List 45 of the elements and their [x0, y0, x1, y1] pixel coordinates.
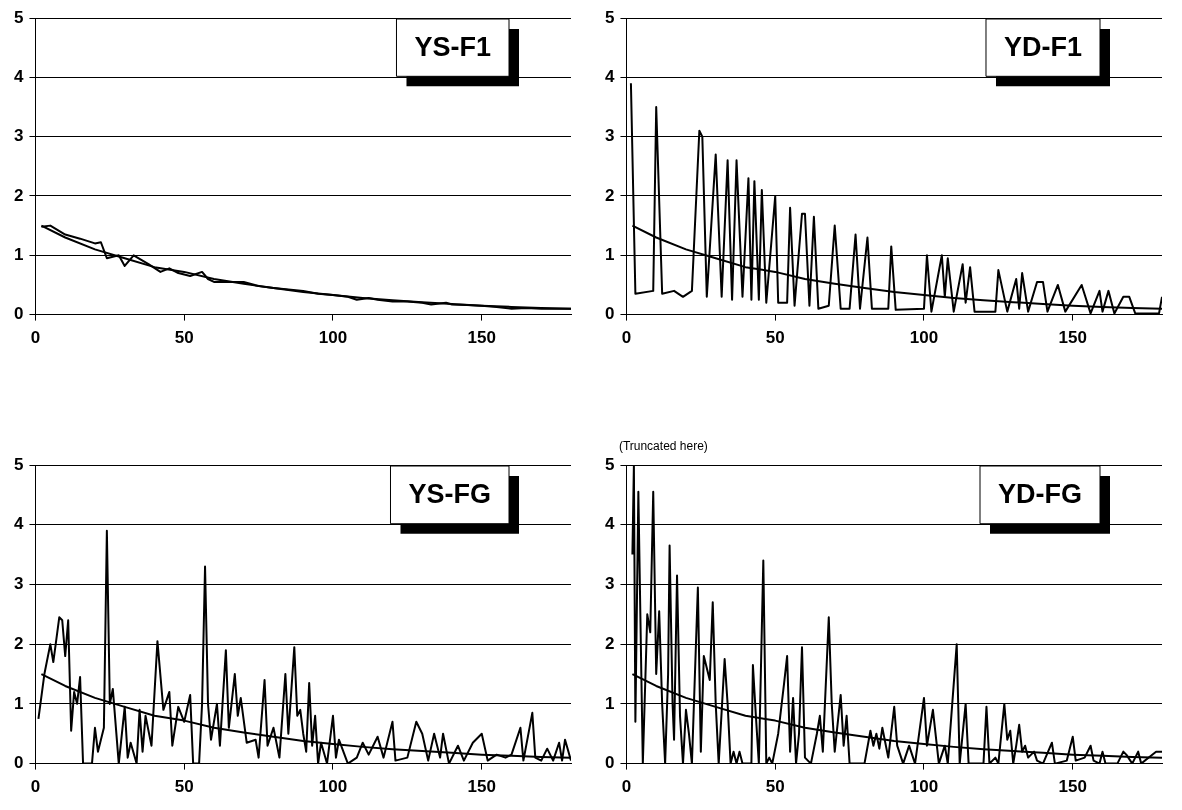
y-tick-label: 2 — [604, 185, 615, 205]
x-tick-label: 150 — [1058, 328, 1087, 348]
x-tick-label: 100 — [909, 328, 939, 348]
x-tick-label: 0 — [621, 777, 632, 797]
x-tick-label: 50 — [765, 777, 785, 797]
x-tick-label: 50 — [174, 777, 194, 797]
x-tick-label: 150 — [1058, 777, 1087, 797]
y-tick-label: 4 — [604, 67, 615, 87]
y-tick-label: 5 — [604, 454, 615, 474]
text: YD-F1 — [1003, 32, 1082, 63]
x-tick-label: 50 — [765, 328, 785, 348]
y-tick-label: 5 — [13, 7, 24, 27]
y-tick-label: 4 — [604, 514, 615, 534]
x-tick-label: 100 — [318, 777, 348, 797]
y-tick-label: 3 — [604, 126, 615, 146]
y-tick-label: 1 — [13, 244, 24, 264]
y-tick-label: 0 — [604, 753, 615, 773]
y-tick-label: 5 — [13, 454, 24, 474]
y-tick-label: 2 — [13, 185, 24, 205]
x-tick-label: 0 — [30, 777, 41, 797]
annotation: (Truncated here) — [618, 439, 708, 454]
y-tick-label: 1 — [13, 693, 24, 713]
y-tick-label: 0 — [13, 753, 24, 773]
y-tick-label: 3 — [604, 574, 615, 594]
y-tick-label: 5 — [604, 7, 615, 27]
y-tick-label: 1 — [604, 244, 615, 264]
y-tick-label: 3 — [13, 126, 24, 146]
x-tick-label: 0 — [621, 328, 632, 348]
y-tick-label: 3 — [13, 574, 24, 594]
text: YD-FG — [998, 479, 1082, 510]
text: YS-FG — [408, 479, 492, 510]
text: YS-F1 — [414, 32, 492, 63]
y-tick-label: 2 — [604, 633, 615, 653]
y-tick-label: 1 — [604, 693, 615, 713]
x-tick-label: 150 — [467, 777, 496, 797]
x-tick-label: 100 — [909, 777, 939, 797]
x-tick-label: 100 — [318, 328, 348, 348]
y-tick-label: 4 — [13, 514, 24, 534]
x-tick-label: 150 — [467, 328, 496, 348]
x-tick-label: 0 — [30, 328, 41, 348]
y-tick-label: 0 — [13, 304, 24, 324]
y-tick-label: 2 — [13, 633, 24, 653]
y-tick-label: 0 — [604, 304, 615, 324]
y-tick-label: 4 — [13, 67, 24, 87]
x-tick-label: 50 — [174, 328, 194, 348]
